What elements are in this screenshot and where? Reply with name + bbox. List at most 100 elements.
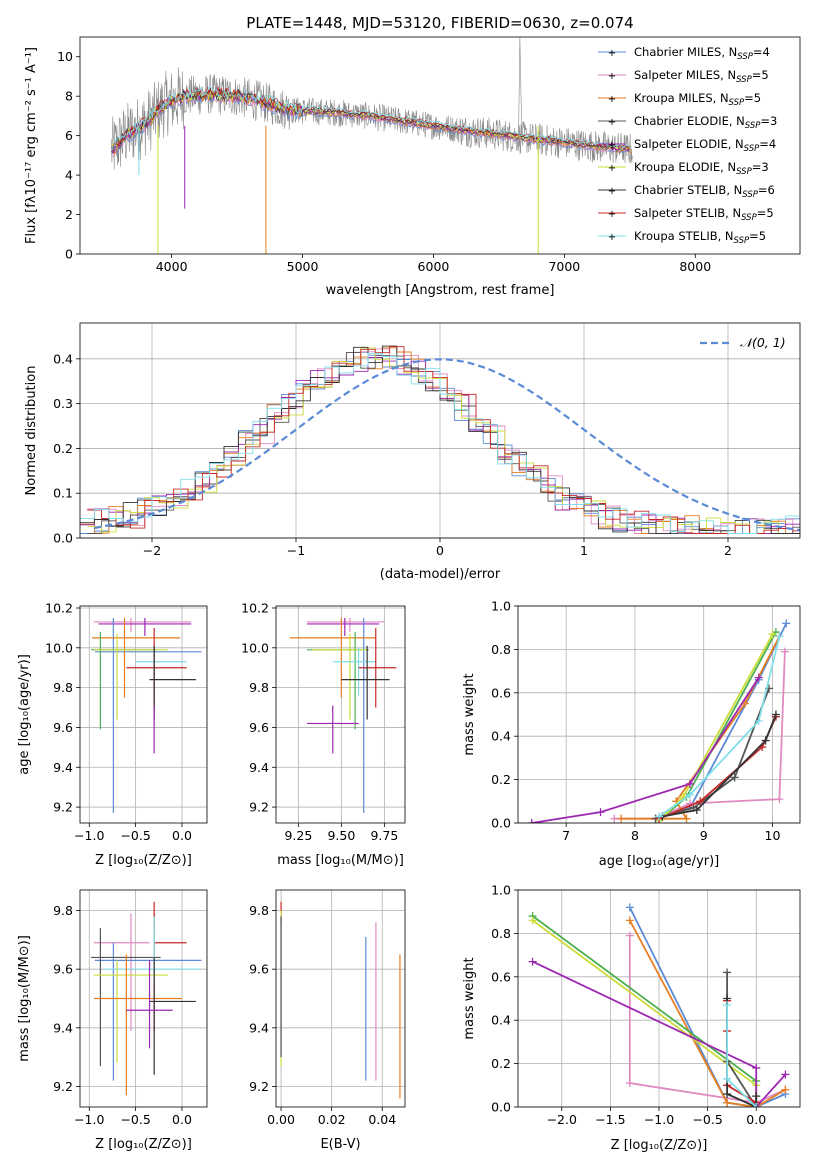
x-tick-label: −2 [143,543,161,558]
weight-marker [625,916,634,925]
y-axis-label: mass weight [462,673,477,755]
y-tick-label: 10.2 [45,600,73,615]
x-axis-label: Z [log₁₀(Z/Z⊙)] [95,853,192,868]
errorbar-point [91,631,157,730]
errorbar-point [306,617,385,632]
residual-histogram-8 [80,352,800,534]
x-tick-label: 9 [700,828,708,843]
x-tick-label: 0 [436,543,444,558]
weight-marker [723,1098,732,1107]
x-axis-label: (data-model)/error [380,567,501,582]
y-tick-label: 0.3 [53,396,73,411]
y-tick-label: 9.2 [53,1079,73,1094]
weight-series-4 [658,633,774,822]
weight-marker [528,916,537,925]
x-tick-label: 10 [765,828,781,843]
weight-marker [723,1089,732,1098]
legend-entry: Chabrier MILES, NSSP=4 [634,45,770,62]
legend-label: Salpeter ELODIE, N [634,137,744,151]
y-axis-label: mass [log₁₀(M/M⊙)] [17,935,32,1062]
y-tick-label: 9.4 [249,1020,269,1035]
data-layer [91,617,202,814]
axes-frame [79,889,208,1108]
grid-lines [276,890,405,1107]
y-tick-label: 9.2 [53,800,73,815]
axes-frame [275,605,406,824]
weight-marker [730,773,739,782]
legend-entry: Salpeter ELODIE, NSSP=4 [634,137,776,154]
model-spectrum-1 [111,91,632,158]
legend-suffix: =3 [760,114,777,128]
y-tick-label: 9.4 [53,1020,73,1035]
weight-marker [625,931,634,940]
legend: + Chabrier MILES, NSSP=4+ Salpeter MILES, … [598,45,777,246]
data-layer [527,619,791,823]
legend-suffix: =4 [759,137,776,151]
y-tick-label: 0 [65,247,73,262]
axes-frame [517,889,801,1108]
weight-marker [692,805,701,814]
emission-spike [518,37,523,140]
errorbar-point [93,954,182,1096]
x-axis-label: E(B-V) [320,1137,360,1152]
weight-marker [696,797,705,806]
y-tick-label: 0.0 [491,1100,511,1115]
legend-label: Chabrier MILES, N [634,45,737,59]
panel-age_vs_Z: −1.0 −0.5 0.0 9.2 9.4 9.6 9.8 10.0 10.2 Z [log₁₀(… [17,600,208,868]
legend-suffix: =5 [752,68,769,82]
panel-mass_vs_Z: −1.0 −0.5 0.0 9.2 9.4 9.6 9.8 Z [log₁₀(Z/Z⊙)] ma… [17,889,208,1152]
legend-suffix: =5 [744,91,761,105]
grid-lines [80,606,207,823]
errorbar-point [149,645,196,720]
y-tick-label: 9.8 [53,903,73,918]
x-axis-label: Z [log₁₀(Z/Z⊙)] [611,1138,708,1153]
x-tick-label: 9.25 [284,828,312,843]
errorbar-point [92,617,181,698]
y-tick-label: 0.4 [491,729,511,744]
weight-marker [625,903,634,912]
y-tick-label: 9.8 [53,680,73,695]
weight-marker [596,808,605,817]
panel-residuals: −2 −1 0 1 2 0.0 0.1 0.2 0.3 0.4 (data-model)/error… [24,322,801,582]
weight-marker [527,819,536,823]
data-layer [80,345,800,534]
y-tick-label: 10.2 [241,600,269,615]
weight-marker [761,736,770,745]
residual-histogram-1 [87,348,800,534]
x-axis-label: mass [log₁₀(M/M⊙)] [277,853,404,868]
y-tick-label: 0.0 [53,531,73,546]
legend-marker: + [608,48,616,59]
x-tick-label: 0.0 [172,828,192,843]
grid-lines [276,606,405,823]
legend-subscript: SSP [729,98,745,108]
legend-subscript: SSP [742,190,758,200]
errorbar-point [306,617,380,636]
legend-label: Kroupa ELODIE, N [634,160,736,174]
x-tick-label: 8 [631,828,639,843]
legend-entry: Salpeter STELIB, NSSP=5 [634,206,774,223]
x-tick-label: 6000 [418,259,450,274]
weight-marker [782,619,791,628]
weight-marker [775,632,784,641]
y-tick-label: 1.0 [491,883,511,898]
legend: 𝒩(0, 1) [700,335,786,350]
x-tick-label: 0.00 [267,1112,295,1127]
legend-suffix: =3 [752,160,769,174]
weight-marker [752,1092,761,1101]
legend-label: Salpeter MILES, N [634,68,736,82]
x-tick-label: −0.5 [692,1112,722,1127]
y-tick-label: 0.4 [491,1013,511,1028]
y-axis-label: Normed distribution [24,366,39,496]
y-tick-label: 9.8 [249,680,269,695]
weight-marker [752,1103,761,1107]
y-tick-label: 4 [65,168,73,183]
weight-marker [723,1001,732,1010]
axes-frame [79,36,801,255]
axes-frame [79,322,801,539]
axes-frame [79,605,208,824]
weight-series-5 [531,677,760,823]
x-axis-label: wavelength [Angstrom, rest frame] [326,283,555,298]
x-tick-label: 0.0 [172,1112,192,1127]
legend-marker: + [608,117,616,128]
